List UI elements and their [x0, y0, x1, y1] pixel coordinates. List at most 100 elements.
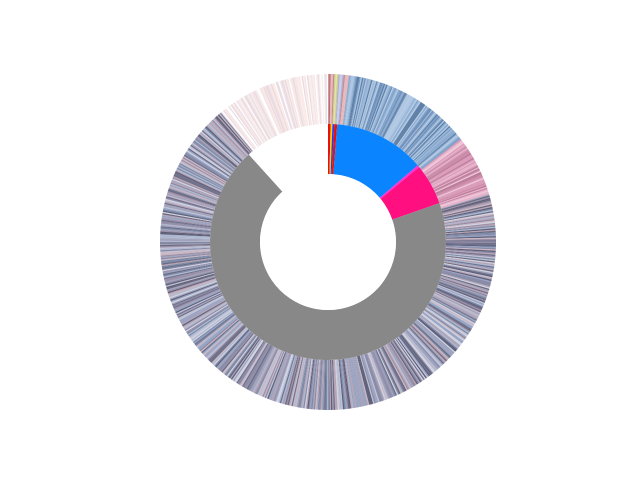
outer-wedge-5-24 — [433, 165, 479, 190]
outer-wedge-6-42 — [445, 247, 496, 251]
outer-wedge-6-315 — [226, 335, 258, 377]
outer-wedge-7-73 — [309, 74, 316, 125]
outer-wedge-6-127 — [416, 319, 455, 354]
outer-wedge-6-286 — [259, 349, 281, 397]
outer-wedge-6-359 — [186, 305, 230, 335]
outer-wedge-6-233 — [328, 359, 330, 410]
outer-wedge-6-350 — [193, 312, 235, 344]
outer-wedge-6-444 — [160, 224, 211, 231]
outer-wedge-6-519 — [198, 134, 238, 167]
outer-wedge-4-14 — [355, 78, 369, 128]
outer-wedge-6-269 — [280, 355, 296, 404]
outer-wedge-4-47 — [384, 94, 410, 139]
outer-wedge-6-491 — [177, 165, 224, 189]
outer-wedge-6-467 — [166, 194, 215, 210]
outer-wedge-4-13 — [354, 78, 368, 128]
outer-wedge-6-383 — [172, 285, 219, 306]
outer-wedge-6-102 — [429, 300, 474, 327]
outer-wedge-4-69 — [401, 110, 434, 151]
outer-ring — [160, 74, 496, 410]
outer-wedge-4-51 — [387, 97, 415, 141]
outer-wedge-6-263 — [288, 356, 302, 406]
outer-wedge-7-45 — [272, 82, 291, 131]
outer-wedge-6-376 — [175, 291, 222, 315]
outer-wedge-7-7 — [228, 105, 259, 148]
outer-wedge-6-79 — [438, 281, 487, 300]
outer-wedge-6-271 — [278, 354, 295, 403]
outer-wedge-6-308 — [233, 339, 263, 383]
outer-wedge-6-321 — [220, 332, 254, 372]
outer-wedge-6-63 — [443, 266, 493, 279]
outer-wedge-6-424 — [160, 248, 211, 253]
outer-wedge-6-379 — [174, 289, 221, 311]
outer-wedge-6-324 — [217, 330, 251, 370]
outer-wedge-6-399 — [165, 271, 215, 286]
outer-wedge-6-504 — [186, 150, 230, 179]
outer-wedge-6-356 — [188, 308, 231, 338]
outer-wedge-6-38 — [445, 243, 496, 246]
outer-wedge-4-71 — [403, 112, 436, 152]
outer-wedge-4-67 — [400, 108, 432, 150]
outer-wedge-3-3 — [341, 75, 350, 125]
outer-wedge-6-506 — [188, 147, 231, 177]
outer-wedge-6-211 — [348, 357, 359, 408]
outer-wedge-6-485 — [174, 172, 221, 194]
outer-wedge-6-142 — [406, 329, 441, 368]
outer-wedge-6-510 — [191, 143, 233, 174]
outer-wedge-5-6 — [424, 145, 467, 176]
outer-wedge-4-53 — [389, 98, 417, 142]
outer-wedge-6-442 — [160, 227, 211, 233]
outer-wedge-6-57 — [444, 261, 494, 271]
outer-wedge-6-70 — [441, 273, 491, 288]
outer-wedge-7-84 — [323, 74, 327, 125]
outer-wedge-7-80 — [318, 74, 323, 125]
outer-wedge-4-3 — [345, 75, 355, 126]
outer-wedge-6-280 — [266, 351, 287, 400]
outer-wedge-7-19 — [241, 97, 269, 141]
outer-wedge-6-415 — [161, 257, 212, 265]
outer-wedge-6-306 — [236, 340, 265, 384]
outer-wedge-4-72 — [403, 113, 437, 153]
outer-wedge-6-175 — [380, 347, 405, 393]
outer-wedge-7-3 — [224, 109, 256, 150]
outer-wedge-6-176 — [379, 347, 403, 393]
outer-wedge-6-255 — [299, 358, 309, 408]
outer-wedge-6-228 — [332, 359, 337, 410]
outer-wedge-4-58 — [393, 102, 423, 145]
outer-wedge-6-244 — [313, 359, 319, 410]
outer-wedge-6-109 — [426, 306, 469, 335]
outer-wedge-7-2 — [222, 109, 256, 150]
outer-wedge-6-528 — [206, 125, 244, 161]
outer-wedge-6-310 — [231, 338, 262, 381]
outer-wedge-6-407 — [163, 264, 213, 276]
outer-wedge-6-300 — [243, 343, 270, 388]
outer-wedge-6-377 — [175, 291, 222, 314]
outer-wedge-6-466 — [166, 196, 215, 211]
outer-wedge-4-29 — [369, 84, 388, 132]
outer-wedge-6-189 — [368, 352, 388, 400]
outer-wedge-3-1 — [340, 74, 347, 125]
outer-wedge-4-65 — [398, 107, 430, 149]
outer-wedge-7-32 — [256, 89, 280, 136]
outer-wedge-6-145 — [404, 331, 438, 371]
outer-wedge-7-78 — [315, 74, 321, 125]
outer-wedge-4-0 — [342, 75, 351, 126]
outer-wedge-4-79 — [408, 119, 444, 157]
outer-wedge-4-8 — [350, 76, 362, 127]
outer-wedge-6-478 — [170, 180, 219, 201]
outer-wedge-4-23 — [363, 81, 381, 130]
outer-wedge-6-497 — [181, 158, 226, 184]
outer-wedge-6-135 — [410, 325, 448, 362]
outer-wedge-6-282 — [264, 351, 285, 399]
outer-wedge-6-318 — [223, 334, 256, 375]
outer-wedge-6-357 — [188, 307, 231, 337]
outer-wedge-6-380 — [173, 288, 220, 310]
outer-wedge-6-413 — [161, 258, 212, 268]
outer-wedge-6-114 — [423, 310, 466, 341]
outer-wedge-6-279 — [268, 352, 288, 400]
outer-wedge-5-21 — [431, 162, 477, 187]
outer-wedge-6-199 — [359, 355, 375, 404]
outer-wedge-6-515 — [195, 138, 236, 170]
outer-wedge-6-17 — [444, 216, 495, 225]
outer-wedge-6-303 — [239, 342, 267, 386]
